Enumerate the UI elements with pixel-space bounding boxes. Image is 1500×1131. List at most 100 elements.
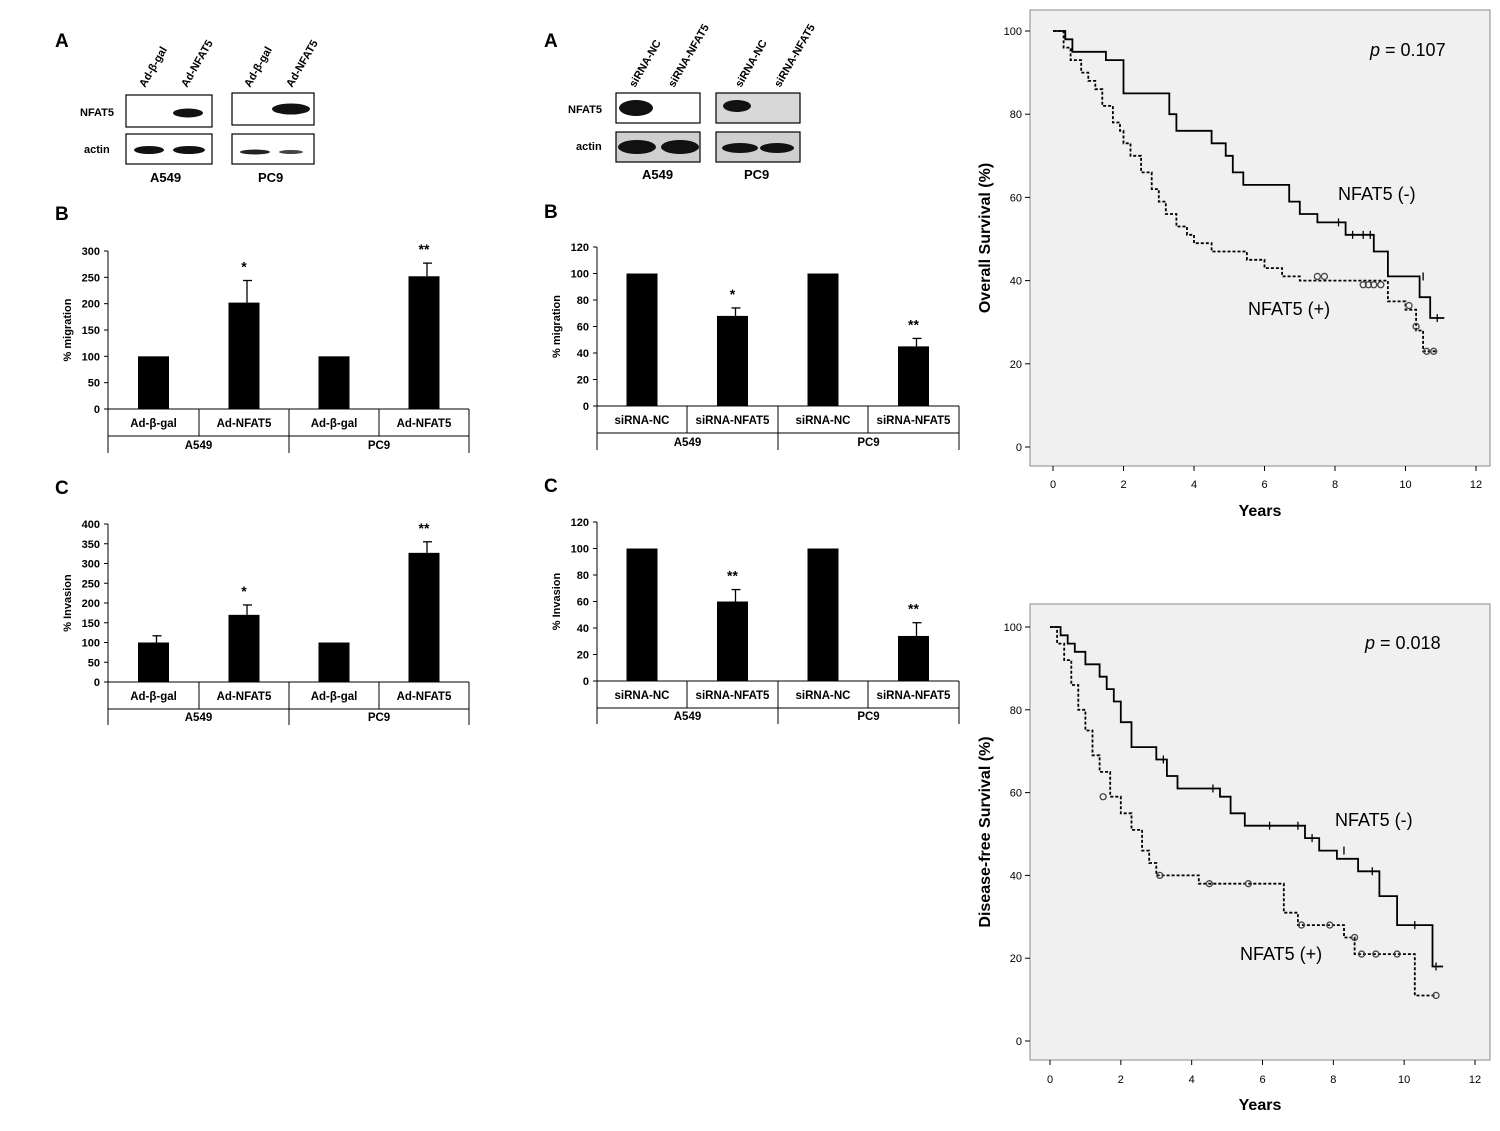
y-tick-label: 150 xyxy=(82,618,100,630)
x-tick-label: 12 xyxy=(1469,1074,1481,1086)
cell-line-label: A549 xyxy=(642,167,673,182)
survival-curve-negative xyxy=(1053,30,1445,319)
x-tick-label: 6 xyxy=(1261,479,1267,491)
censor-mark xyxy=(1313,272,1322,281)
bar-chart-ad-invasion: C 0 50 100 150 200 250 300 350 400 % Invasion Ad-β-… xyxy=(55,478,470,725)
significance-marker: ** xyxy=(419,520,430,536)
bar xyxy=(408,276,440,409)
lane-label: Ad-NFAT5 xyxy=(179,38,216,89)
survival-curve-positive xyxy=(1050,626,1436,997)
censor-mark xyxy=(1358,950,1366,958)
bar xyxy=(807,273,839,406)
censor-mark xyxy=(1364,281,1373,289)
category-label: siRNA-NFAT5 xyxy=(877,415,952,427)
x-tick-label: 12 xyxy=(1470,479,1482,491)
lane-label: Ad-NFAT5 xyxy=(284,38,321,89)
y-tick-label: 80 xyxy=(1010,109,1022,121)
y-axis-label: % migration xyxy=(62,298,74,361)
y-tick-label: 0 xyxy=(1016,442,1022,454)
series-label: NFAT5 (-) xyxy=(1338,184,1416,204)
p-value-text: = 0.107 xyxy=(1380,40,1446,60)
y-axis-title: Overall Survival (%) xyxy=(977,163,994,313)
significance-marker: ** xyxy=(727,568,738,584)
bar xyxy=(318,642,350,682)
significance-marker: * xyxy=(730,286,736,302)
censor-mark xyxy=(1244,880,1252,888)
x-tick-label: 10 xyxy=(1398,1074,1410,1086)
bar xyxy=(228,614,260,682)
censor-mark xyxy=(1326,921,1334,929)
y-tick-label: 200 xyxy=(82,299,100,311)
y-tick-label: 80 xyxy=(1010,705,1022,717)
category-label: Ad-NFAT5 xyxy=(217,418,272,430)
y-tick-label: 400 xyxy=(82,519,100,531)
y-tick-label: 120 xyxy=(571,242,589,254)
blot-band xyxy=(723,100,751,112)
panel-letter: A xyxy=(544,31,558,52)
lane-label: siRNA-NFAT5 xyxy=(772,22,818,89)
y-axis-label: % migration xyxy=(551,295,563,358)
y-tick-label: 300 xyxy=(82,559,100,571)
x-tick-label: 0 xyxy=(1047,1074,1053,1086)
bar xyxy=(626,548,658,681)
bar-chart-ad-migration: B 0 50 100 150 200 250 300 % migration Ad-β-gal * A… xyxy=(55,204,470,453)
blot-band xyxy=(272,103,310,115)
x-axis-title: Years xyxy=(1239,1097,1282,1114)
y-tick-label: 0 xyxy=(583,401,589,413)
y-axis-label: % Invasion xyxy=(62,574,74,632)
category-label: Ad-NFAT5 xyxy=(397,418,452,430)
censor-mark xyxy=(1297,921,1306,929)
bar xyxy=(717,601,748,681)
series-label: NFAT5 (+) xyxy=(1248,299,1330,319)
category-label: siRNA-NC xyxy=(796,690,851,702)
bar xyxy=(898,346,929,406)
group-label: A549 xyxy=(185,712,213,724)
p-value-text: = 0.018 xyxy=(1375,633,1441,653)
y-tick-label: 100 xyxy=(571,269,589,281)
blot-band xyxy=(619,100,653,116)
panel-letter: B xyxy=(544,202,558,223)
y-tick-label: 20 xyxy=(1010,359,1022,371)
category-label: Ad-NFAT5 xyxy=(217,691,272,703)
x-axis-title: Years xyxy=(1239,503,1282,520)
group-label: A549 xyxy=(185,440,213,452)
blot-membrane xyxy=(231,133,315,165)
y-tick-label: 150 xyxy=(82,325,100,337)
x-tick-label: 4 xyxy=(1189,1074,1195,1086)
x-tick-label: 8 xyxy=(1330,1074,1336,1086)
p-symbol: p xyxy=(1364,633,1375,653)
cell-line-label: A549 xyxy=(150,170,181,185)
x-tick-label: 8 xyxy=(1332,479,1338,491)
lane-label: siRNA-NC xyxy=(733,38,770,90)
y-axis-title: Disease-free Survival (%) xyxy=(977,736,994,927)
category-label: siRNA-NFAT5 xyxy=(877,690,952,702)
group-label: A549 xyxy=(674,711,702,723)
y-tick-label: 60 xyxy=(577,322,589,334)
blot-band xyxy=(240,149,270,155)
panel-letter: B xyxy=(55,204,69,225)
bar xyxy=(318,356,350,409)
bar xyxy=(717,315,748,406)
category-label: Ad-β-gal xyxy=(311,691,358,703)
group-label: PC9 xyxy=(857,711,879,723)
censor-mark xyxy=(1405,301,1413,310)
series-label: NFAT5 (+) xyxy=(1240,944,1322,964)
y-tick-label: 20 xyxy=(577,650,589,662)
x-tick-label: 0 xyxy=(1050,479,1056,491)
category-label: siRNA-NC xyxy=(615,415,670,427)
censor-mark xyxy=(1430,347,1438,355)
group-label: A549 xyxy=(674,437,702,449)
plot-area xyxy=(1029,9,1491,467)
cell-line-label: PC9 xyxy=(744,167,769,182)
p-value-label: p = 0.107 xyxy=(1369,40,1446,60)
km-plot-disease-free-survival: 0 20 40 60 80 100 0 2 4 6 8 10 12 Years Disease-free S… xyxy=(977,603,1491,1114)
category-label: Ad-NFAT5 xyxy=(397,691,452,703)
censor-mark xyxy=(1320,272,1329,281)
censor-mark xyxy=(1359,281,1367,289)
y-tick-label: 250 xyxy=(82,272,100,284)
cell-line-label: PC9 xyxy=(258,170,283,185)
category-label: siRNA-NC xyxy=(796,415,851,427)
censor-mark xyxy=(1412,322,1420,331)
blot-band xyxy=(618,140,656,154)
